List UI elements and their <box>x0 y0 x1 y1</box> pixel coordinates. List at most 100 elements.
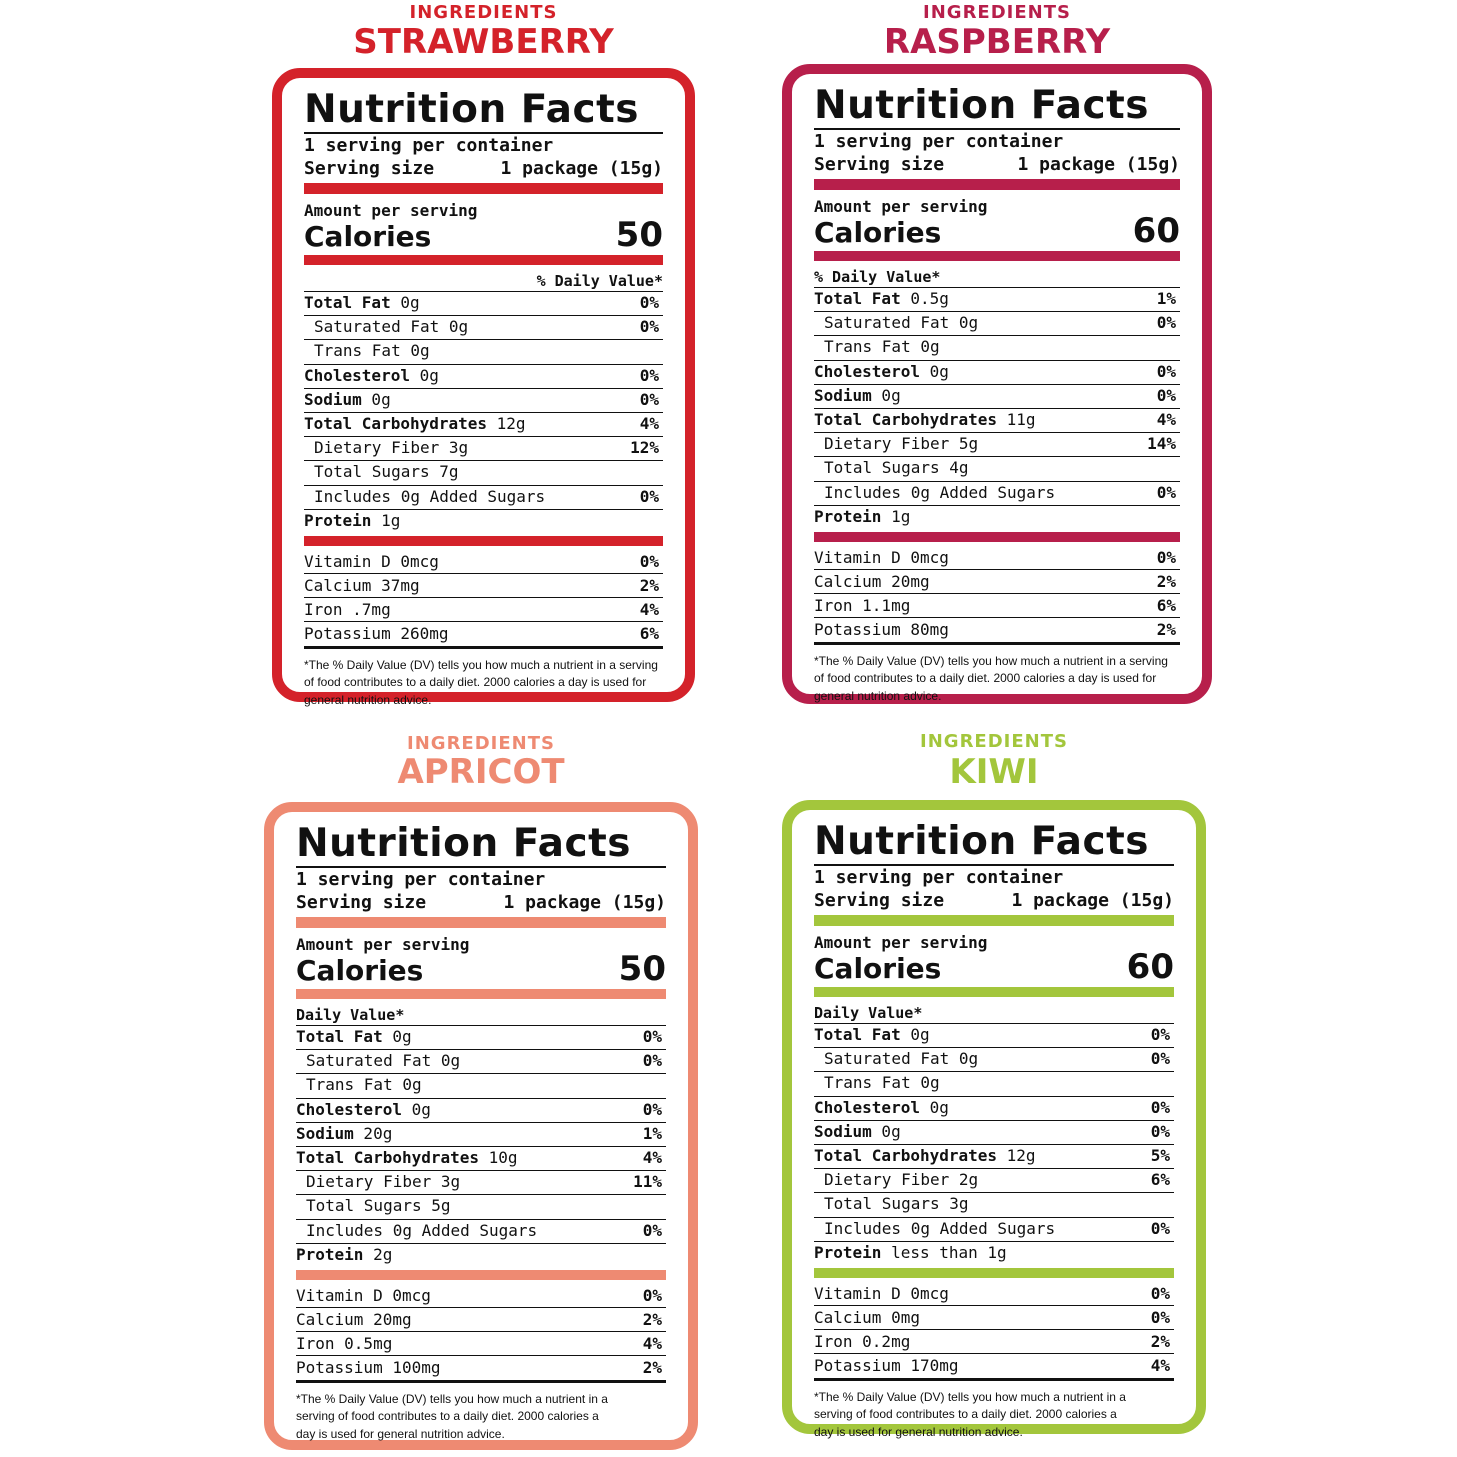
nutrition-facts-label: Nutrition Facts 1 serving per container … <box>782 64 1212 704</box>
flavor-title: RASPBERRY <box>883 22 1111 62</box>
medium-divider <box>304 255 663 265</box>
amount-per-serving: Amount per serving <box>814 933 988 952</box>
nutrient-row: Protein 2g <box>296 1242 666 1267</box>
nutrient-daily-value: 1% <box>1156 289 1176 308</box>
vitamin-name: Vitamin D 0mcg <box>814 547 949 567</box>
nutrient-row: Cholesterol 0g 0% <box>814 359 1180 384</box>
nutrient-daily-value: 0% <box>639 365 659 385</box>
vitamin-name: Potassium 170mg <box>814 1356 959 1376</box>
nutrient-name: Includes 0g Added Sugars <box>824 1218 1056 1238</box>
nutrient-list: Total Fat 0g 0% Saturated Fat 0g 0% Trans Fa… <box>296 1025 666 1267</box>
serving-size-row: Serving size 1 package (15g) <box>814 153 1180 176</box>
nutrient-daily-value: 11% <box>633 1172 662 1192</box>
footnote-line: general nutrition advice. <box>304 692 432 707</box>
vitamin-daily-value: 2% <box>642 1310 662 1330</box>
footnote-line: *The % Daily Value (DV) tells you how mu… <box>814 1389 1126 1404</box>
vitamin-name: Vitamin D 0mcg <box>814 1283 949 1303</box>
vitamin-row: Potassium 170mg 4% <box>814 1354 1174 1381</box>
nutrient-daily-value: 4% <box>639 413 659 433</box>
nutrient-daily-value: 0% <box>1150 1121 1170 1141</box>
nutrient-name: Sodium 20g <box>296 1123 393 1143</box>
calories-row: Calories 60 <box>814 950 1174 984</box>
nutrient-row: Total Sugars 3g <box>814 1192 1174 1216</box>
nutrient-name: Cholesterol 0g <box>814 1097 949 1117</box>
nutrient-list: Total Fat 0g 0% Saturated Fat 0g 0% Trans Fa… <box>814 1023 1174 1265</box>
nutrition-facts-label: Nutrition Facts 1 serving per container … <box>264 802 698 1450</box>
nutrient-name: Saturated Fat 0g <box>314 317 469 337</box>
nutrient-name: Cholesterol 0g <box>814 361 949 381</box>
nutrient-name: Sodium 0g <box>304 389 391 409</box>
vitamin-name: Iron 1.1mg <box>814 596 911 616</box>
nutrient-name: Total Carbohydrates 11g <box>814 409 1036 429</box>
nutrient-name: Total Carbohydrates 12g <box>304 413 526 433</box>
vitamin-daily-value: 2% <box>639 576 659 596</box>
vitamin-daily-value: 0% <box>1150 1308 1170 1328</box>
nutrient-name: Total Sugars 4g <box>824 458 969 478</box>
vitamin-daily-value: 6% <box>1156 596 1176 616</box>
nutrient-row: Total Carbohydrates 12g 5% <box>814 1143 1174 1168</box>
serving-size-value: 1 package (15g) <box>503 892 666 913</box>
footnote-line: general nutrition advice. <box>814 688 942 703</box>
daily-value-footnote: *The % Daily Value (DV) tells you how mu… <box>304 657 663 710</box>
vitamin-name: Calcium 0mg <box>814 1308 920 1328</box>
vitamin-row: Iron 0.5mg 4% <box>296 1332 666 1357</box>
nutrient-row: Sodium 0g 0% <box>304 387 663 412</box>
vitamin-row: Calcium 37mg 2% <box>304 574 663 599</box>
nutrient-name: Total Fat 0g <box>296 1027 412 1046</box>
nutrition-facts-title: Nutrition Facts <box>304 88 663 134</box>
nutrient-daily-value: 0% <box>639 486 659 506</box>
servings-per-container: 1 serving per container <box>814 131 1064 152</box>
nutrient-daily-value: 0% <box>1156 385 1176 405</box>
nutrient-name: Trans Fat 0g <box>824 1073 940 1093</box>
vitamin-row: Vitamin D 0mcg 0% <box>814 546 1180 571</box>
nutrient-daily-value: 12% <box>630 438 659 458</box>
nutrient-row: Saturated Fat 0g 0% <box>304 315 663 339</box>
daily-value-header: Daily Value* <box>814 1004 923 1022</box>
daily-value-footnote: *The % Daily Value (DV) tells you how mu… <box>814 653 1180 706</box>
vitamin-row: Calcium 20mg 2% <box>296 1308 666 1333</box>
vitamin-daily-value: 4% <box>642 1334 662 1354</box>
vitamin-name: Calcium 20mg <box>814 572 930 592</box>
vitamin-daily-value: 0% <box>642 1285 662 1305</box>
daily-value-header: Daily Value* <box>296 1006 405 1024</box>
nutrient-name: Dietary Fiber 2g <box>824 1170 979 1190</box>
vitamin-name: Vitamin D 0mcg <box>296 1285 431 1305</box>
vitamin-list: Vitamin D 0mcg 0% Calcium 20mg 2% Iron 0.5mg… <box>296 1284 666 1383</box>
vitamin-daily-value: 0% <box>1156 547 1176 567</box>
nutrient-row: Cholesterol 0g 0% <box>304 363 663 388</box>
nutrient-name: Total Sugars 3g <box>824 1194 969 1214</box>
nutrient-name: Protein 1g <box>304 510 401 530</box>
serving-size-row: Serving size 1 package (15g) <box>814 889 1174 912</box>
nutrient-row: Total Sugars 5g <box>296 1194 666 1218</box>
nutrient-name: Saturated Fat 0g <box>306 1051 461 1071</box>
serving-size-value: 1 package (15g) <box>1017 154 1180 175</box>
nutrient-daily-value: 0% <box>1150 1097 1170 1117</box>
vitamin-daily-value: 2% <box>1156 620 1176 640</box>
vitamin-name: Calcium 37mg <box>304 576 420 596</box>
nutrient-row: Sodium 0g 0% <box>814 1119 1174 1144</box>
nutrient-name: Total Sugars 5g <box>306 1196 451 1216</box>
vitamin-divider <box>814 531 1180 542</box>
amount-per-serving: Amount per serving <box>814 197 988 216</box>
vitamin-row: Potassium 260mg 6% <box>304 622 663 649</box>
daily-value-footnote: *The % Daily Value (DV) tells you how mu… <box>814 1389 1174 1442</box>
nutrient-row: Total Fat 0g 0% <box>296 1025 666 1049</box>
nutrient-row: Total Fat 0.5g 1% <box>814 287 1180 311</box>
vitamin-daily-value: 0% <box>1150 1283 1170 1303</box>
vitamin-name: Iron 0.2mg <box>814 1332 911 1352</box>
footnote-line: *The % Daily Value (DV) tells you how mu… <box>814 653 1168 668</box>
calories-row: Calories 50 <box>304 218 663 252</box>
vitamin-name: Potassium 100mg <box>296 1358 441 1378</box>
vitamin-row: Calcium 0mg 0% <box>814 1306 1174 1331</box>
nutrient-name: Sodium 0g <box>814 1121 901 1141</box>
serving-size-row: Serving size 1 package (15g) <box>304 157 663 180</box>
ingredients-eyebrow: INGREDIENTS <box>409 2 558 23</box>
vitamin-row: Vitamin D 0mcg 0% <box>814 1282 1174 1307</box>
serving-size-value: 1 package (15g) <box>500 158 663 179</box>
calories-value: 50 <box>618 949 666 989</box>
nutrient-list: Total Fat 0g 0% Saturated Fat 0g 0% Trans Fa… <box>304 291 663 533</box>
footnote-line: of food contributes to a daily diet. 200… <box>304 675 647 690</box>
medium-divider <box>814 251 1180 261</box>
daily-value-header: % Daily Value* <box>814 268 941 286</box>
nutrient-row: Cholesterol 0g 0% <box>814 1095 1174 1120</box>
